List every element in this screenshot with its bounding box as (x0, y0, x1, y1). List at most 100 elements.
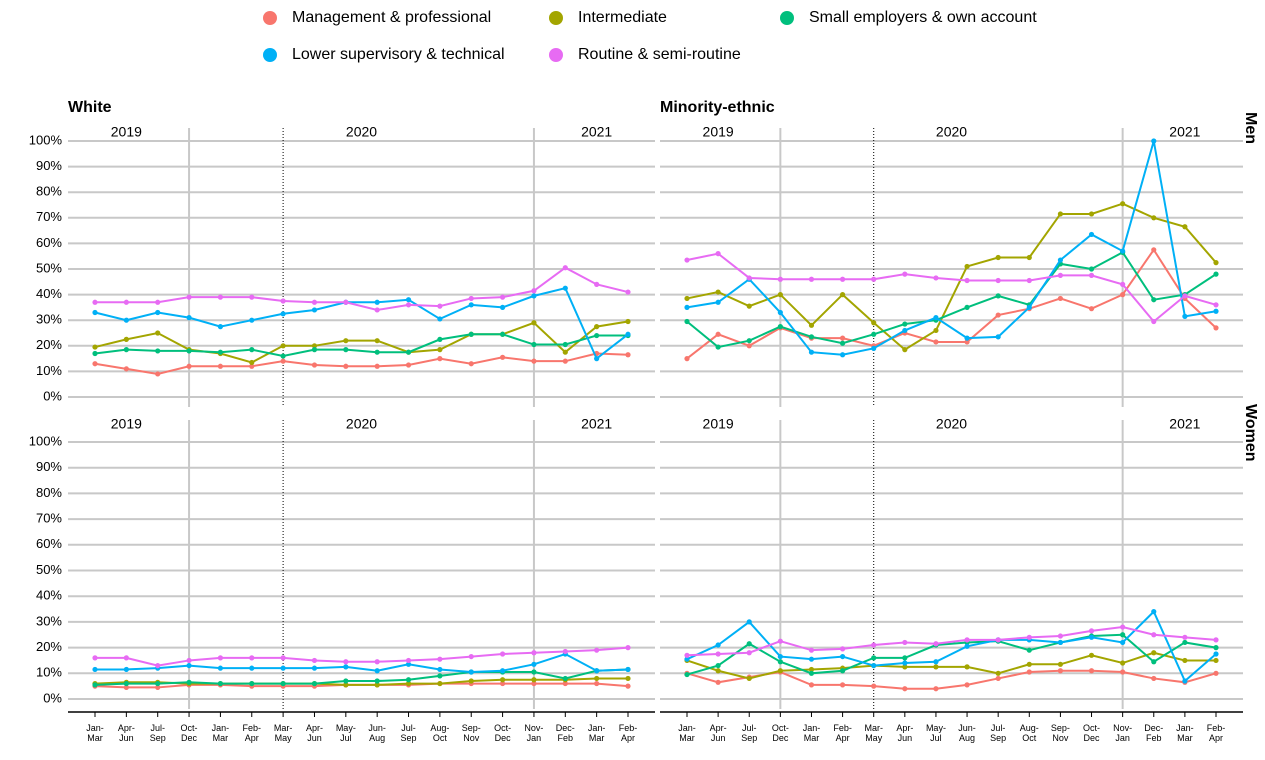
x-tick-label-part: Jul- (991, 723, 1006, 733)
x-tick-label-part: Nov- (1113, 723, 1132, 733)
data-point (1120, 281, 1126, 287)
data-point (562, 358, 568, 364)
data-point (249, 359, 255, 366)
x-tick-label-part: Jan- (678, 723, 696, 733)
data-point (594, 680, 600, 687)
data-point (92, 344, 98, 350)
data-point (123, 655, 129, 661)
data-point (1026, 661, 1032, 667)
data-point (715, 679, 721, 685)
data-point (562, 675, 568, 682)
data-point (405, 657, 412, 664)
data-point (1151, 650, 1157, 656)
x-tick-label: May-Jul (926, 723, 946, 743)
data-point (1026, 254, 1032, 261)
data-point (1151, 632, 1157, 638)
data-point (715, 642, 721, 648)
data-point (280, 353, 286, 359)
data-point (343, 338, 349, 344)
data-point (405, 362, 412, 368)
data-point (437, 303, 443, 309)
data-point (1026, 634, 1032, 640)
data-point (92, 299, 98, 305)
data-point (964, 339, 970, 345)
data-point (1213, 657, 1219, 664)
data-point (684, 295, 690, 302)
data-point (1057, 272, 1064, 278)
x-tick-label: Aug-Oct (1020, 723, 1039, 743)
data-point (311, 299, 318, 305)
data-point (777, 309, 783, 316)
data-point (902, 639, 908, 646)
data-point (933, 327, 939, 334)
x-tick-label-part: Jul (930, 733, 942, 743)
x-tick-label-part: Jan- (803, 723, 821, 733)
data-point (155, 371, 161, 377)
data-point (217, 324, 224, 330)
x-tick-label: Jun-Aug (368, 723, 386, 743)
x-tick-label: Apr-Jun (306, 723, 323, 743)
data-point (155, 309, 161, 316)
series-line (686, 202, 1217, 351)
x-tick-label-part: Dec- (556, 723, 575, 733)
series-line (94, 333, 628, 358)
x-tick-label: Feb-Apr (1207, 723, 1226, 743)
x-tick-label-part: Oct (433, 733, 448, 743)
x-tick-label-part: Dec (181, 733, 198, 743)
data-point (808, 334, 815, 340)
y-tick-label: 40% (36, 588, 62, 603)
data-point (531, 320, 537, 326)
data-point (933, 315, 939, 321)
year-label: 2019 (111, 416, 142, 432)
data-point (995, 293, 1001, 299)
x-tick-label-part: Mar- (864, 723, 883, 733)
x-tick-label-part: Apr- (118, 723, 135, 733)
data-point (933, 686, 939, 692)
x-tick-label: Oct-Dec (494, 723, 511, 743)
x-tick-label-part: Mar- (274, 723, 293, 733)
data-point (499, 354, 506, 360)
year-label: 2019 (703, 416, 734, 432)
x-tick-label: Oct-Dec (772, 723, 789, 743)
data-point (684, 356, 690, 362)
x-tick-label: Jan-Mar (86, 723, 104, 743)
x-tick-label: Dec-Feb (556, 723, 575, 743)
data-point (995, 334, 1001, 340)
data-point (964, 643, 970, 649)
data-point (217, 363, 224, 369)
data-point (343, 659, 349, 665)
x-tick-label: Apr-Jun (896, 723, 913, 743)
data-point (123, 336, 129, 342)
x-tick-label-part: Sep (741, 733, 757, 743)
x-tick-label-part: Oct- (494, 723, 511, 733)
data-point (155, 684, 161, 691)
data-point (1057, 668, 1064, 674)
data-point (499, 680, 506, 687)
x-tick-label: Jul-Sep (990, 723, 1006, 743)
x-tick-label: Nov-Jan (1113, 723, 1132, 743)
data-point (249, 655, 255, 661)
y-tick-label: 40% (36, 286, 62, 301)
data-point (1088, 211, 1095, 217)
x-tick-label-part: Feb (1146, 733, 1162, 743)
data-point (92, 309, 98, 316)
data-point (217, 655, 224, 661)
data-point (186, 363, 192, 369)
data-point (405, 297, 412, 303)
y-tick-label: 80% (36, 184, 62, 199)
x-tick-label-part: Mar (679, 733, 695, 743)
x-tick-label-part: Sep (401, 733, 417, 743)
data-point (186, 657, 192, 664)
data-point (531, 650, 537, 656)
data-point (280, 311, 286, 317)
x-tick-label-part: Sep- (462, 723, 481, 733)
x-tick-label-part: Apr (836, 733, 850, 743)
data-point (684, 257, 690, 263)
data-point (374, 659, 380, 665)
data-point (777, 324, 783, 330)
x-tick-label-part: Mar (804, 733, 820, 743)
series-line (94, 287, 629, 361)
series-line (95, 652, 629, 674)
data-point (746, 675, 752, 682)
